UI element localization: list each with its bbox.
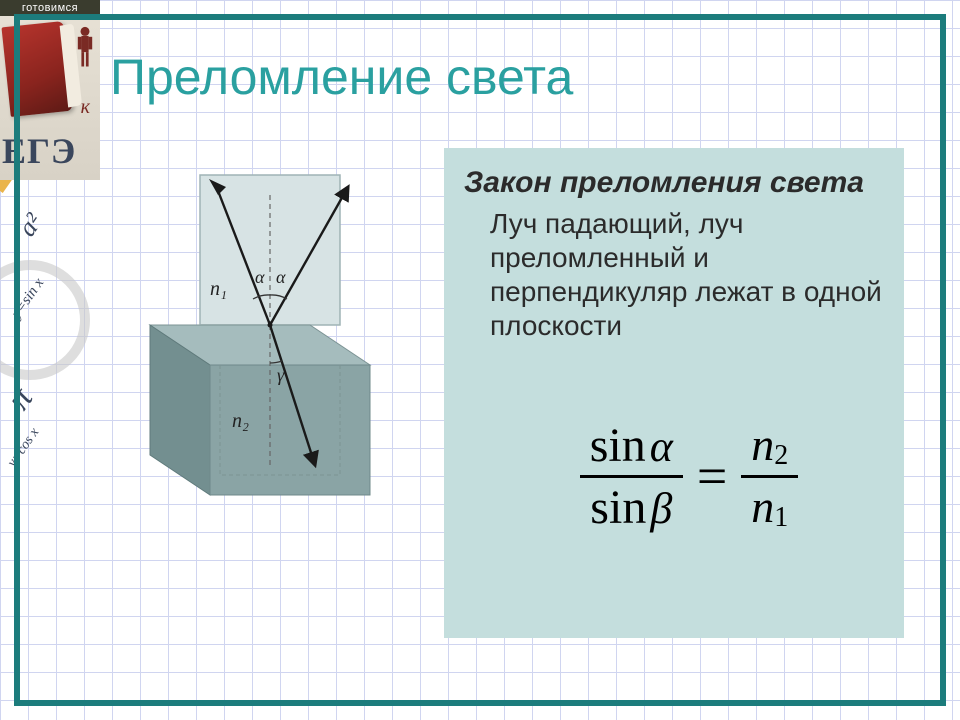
law-title: Закон преломления света: [464, 166, 884, 201]
page-title: Преломление света: [110, 48, 573, 106]
sin-bot: sin: [590, 481, 646, 534]
label-n2: n₂: [232, 410, 249, 432]
law-panel: Закон преломления света Луч падающий, лу…: [444, 148, 904, 638]
label-alpha-right: α: [276, 267, 286, 287]
frac-right: n2 n1: [741, 418, 798, 533]
alpha: α: [646, 422, 673, 471]
n-top-sub: 2: [774, 441, 788, 472]
law-body: Луч падающий, луч преломленный и перпенд…: [464, 207, 884, 344]
label-alpha-left: α: [255, 267, 265, 287]
refraction-diagram: α α γ n₁ n₂: [110, 165, 410, 505]
beta: β: [646, 484, 672, 533]
label-gamma: γ: [277, 365, 285, 385]
frac-left: sinα sinβ: [580, 418, 683, 535]
sin-top: sin: [590, 419, 646, 472]
label-n1: n₁: [210, 278, 227, 300]
n-bot-sub: 1: [774, 502, 788, 533]
n-top: n: [751, 419, 774, 470]
equals: =: [683, 445, 741, 507]
snell-formula: sinα sinβ = n2 n1: [464, 401, 884, 551]
interface-point: [268, 323, 273, 328]
n-bot: n: [751, 481, 774, 532]
